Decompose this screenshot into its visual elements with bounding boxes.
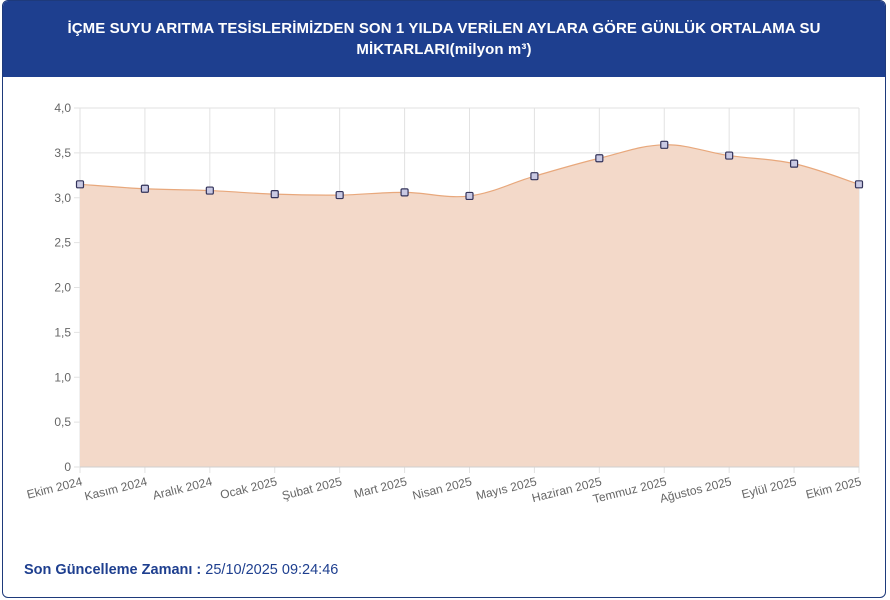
x-tick-label: Mart 2025 [352, 474, 408, 501]
data-point [75, 180, 85, 189]
y-tick-label: 1,0 [54, 370, 71, 384]
data-point [789, 159, 799, 168]
data-point [270, 190, 279, 199]
y-tick-label: 4,0 [54, 101, 71, 115]
y-tick-label: 0,5 [54, 415, 71, 429]
x-tick-label: Mayıs 2025 [475, 474, 539, 503]
x-tick-label: Temmuz 2025 [591, 474, 668, 506]
x-tick-label: Ekim 2025 [804, 474, 863, 501]
data-point [660, 140, 669, 149]
x-tick-label: Kasım 2024 [83, 474, 149, 503]
data-point [400, 188, 409, 197]
chart-title: İÇME SUYU ARITMA TESİSLERİMİZDEN SON 1 Y… [67, 20, 821, 58]
x-tick-label: Ocak 2025 [219, 474, 279, 502]
data-point [335, 190, 344, 200]
data-point [205, 186, 214, 195]
x-tick-label: Nisan 2025 [411, 474, 474, 502]
x-tick-label: Ekim 2024 [25, 474, 84, 501]
y-tick-label: 3,5 [54, 146, 71, 160]
y-tick-label: 1,5 [54, 325, 71, 339]
x-tick-label: Haziran 2025 [530, 474, 603, 505]
data-point [530, 172, 539, 181]
data-point [465, 191, 474, 201]
chart-header: İÇME SUYU ARITMA TESİSLERİMİZDEN SON 1 Y… [3, 1, 885, 77]
y-tick-label: 2,5 [54, 236, 71, 250]
area-chart: 0 0,5 1,0 1,5 2,0 2,5 3,0 3,5 4,0 Ekim 2024 Kasım … [25, 101, 864, 506]
y-tick-label: 2,0 [54, 281, 71, 295]
data-point [140, 184, 150, 193]
last-updated-label: Son Güncelleme Zamanı : [24, 562, 202, 578]
last-updated: Son Güncelleme Zamanı : 25/10/2025 09:24… [24, 562, 338, 578]
x-tick-label: Eylül 2025 [740, 474, 798, 501]
area-fill [80, 144, 859, 467]
data-point [595, 154, 604, 163]
x-tick-label: Ağustos 2025 [658, 474, 733, 505]
data-point [854, 180, 864, 189]
y-tick-label: 3,0 [54, 191, 71, 205]
last-updated-value: 25/10/2025 09:24:46 [205, 562, 339, 578]
x-tick-label: Aralık 2024 [151, 474, 214, 502]
x-tick-label: Şubat 2025 [280, 474, 343, 503]
y-tick-label: 0 [64, 460, 71, 474]
data-point [725, 151, 734, 160]
